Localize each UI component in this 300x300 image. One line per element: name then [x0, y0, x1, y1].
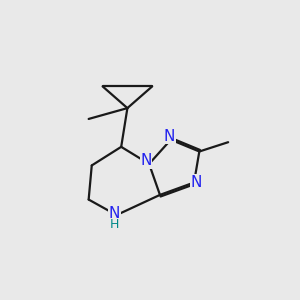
Text: H: H — [110, 218, 119, 232]
Text: N: N — [140, 153, 152, 168]
Text: N: N — [191, 175, 202, 190]
Text: N: N — [108, 206, 120, 221]
Text: N: N — [164, 128, 175, 143]
